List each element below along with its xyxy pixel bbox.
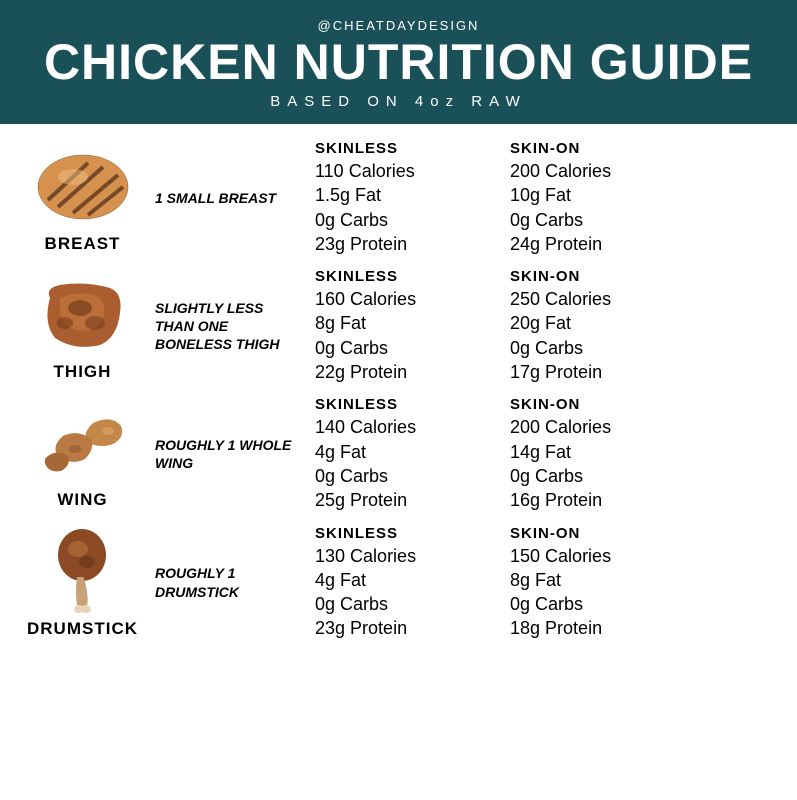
protein-line: 18g Protein	[510, 616, 690, 640]
skin-on-header: SKIN-ON	[510, 396, 690, 413]
content-area: BREAST 1 SMALL BREAST SKINLESS 110 Calor…	[0, 124, 797, 657]
protein-line: 16g Protein	[510, 488, 690, 512]
skinless-col: SKINLESS 110 Calories 1.5g Fat 0g Carbs …	[310, 140, 495, 256]
drumstick-icon	[33, 527, 133, 617]
skinless-col: SKINLESS 160 Calories 8g Fat 0g Carbs 22…	[310, 268, 495, 384]
protein-line: 24g Protein	[510, 232, 690, 256]
calories-line: 140 Calories	[315, 415, 495, 439]
image-col: DRUMSTICK	[20, 527, 145, 639]
page-title: CHICKEN NUTRITION GUIDE	[10, 37, 787, 87]
protein-line: 25g Protein	[315, 488, 495, 512]
fat-line: 8g Fat	[315, 311, 495, 335]
fat-line: 8g Fat	[510, 568, 690, 592]
calories-line: 130 Calories	[315, 544, 495, 568]
calories-line: 110 Calories	[315, 159, 495, 183]
carbs-line: 0g Carbs	[510, 208, 690, 232]
image-col: THIGH	[20, 270, 145, 382]
calories-line: 250 Calories	[510, 287, 690, 311]
skinless-col: SKINLESS 130 Calories 4g Fat 0g Carbs 23…	[310, 525, 495, 641]
carbs-line: 0g Carbs	[315, 336, 495, 360]
cut-label: DRUMSTICK	[20, 619, 145, 639]
fat-line: 10g Fat	[510, 183, 690, 207]
subtitle-text: BASED ON 4oz RAW	[10, 93, 787, 110]
cut-label: BREAST	[20, 234, 145, 254]
row-thigh: THIGH SLIGHTLY LESS THAN ONE BONELESS TH…	[20, 262, 777, 390]
fat-line: 4g Fat	[315, 440, 495, 464]
cut-label: WING	[20, 490, 145, 510]
skin-on-header: SKIN-ON	[510, 140, 690, 157]
carbs-line: 0g Carbs	[510, 336, 690, 360]
calories-line: 200 Calories	[510, 159, 690, 183]
header: @CHEATDAYDESIGN CHICKEN NUTRITION GUIDE …	[0, 0, 797, 124]
row-breast: BREAST 1 SMALL BREAST SKINLESS 110 Calor…	[20, 134, 777, 262]
skin-on-header: SKIN-ON	[510, 525, 690, 542]
breast-icon	[33, 142, 133, 232]
note-text: ROUGHLY 1 DRUMSTICK	[155, 564, 300, 600]
cut-label: THIGH	[20, 362, 145, 382]
skinless-header: SKINLESS	[315, 525, 495, 542]
carbs-line: 0g Carbs	[510, 592, 690, 616]
carbs-line: 0g Carbs	[315, 592, 495, 616]
skin-on-col: SKIN-ON 250 Calories 20g Fat 0g Carbs 17…	[505, 268, 690, 384]
wing-icon	[33, 398, 133, 488]
calories-line: 150 Calories	[510, 544, 690, 568]
note-text: SLIGHTLY LESS THAN ONE BONELESS THIGH	[155, 299, 300, 354]
skinless-header: SKINLESS	[315, 396, 495, 413]
protein-line: 22g Protein	[315, 360, 495, 384]
image-col: BREAST	[20, 142, 145, 254]
row-wing: WING ROUGHLY 1 WHOLE WING SKINLESS 140 C…	[20, 390, 777, 518]
fat-line: 1.5g Fat	[315, 183, 495, 207]
note-text: 1 SMALL BREAST	[155, 189, 300, 207]
fat-line: 4g Fat	[315, 568, 495, 592]
skinless-header: SKINLESS	[315, 268, 495, 285]
thigh-icon	[33, 270, 133, 360]
fat-line: 14g Fat	[510, 440, 690, 464]
carbs-line: 0g Carbs	[315, 464, 495, 488]
skin-on-col: SKIN-ON 150 Calories 8g Fat 0g Carbs 18g…	[505, 525, 690, 641]
skin-on-col: SKIN-ON 200 Calories 14g Fat 0g Carbs 16…	[505, 396, 690, 512]
row-drumstick: DRUMSTICK ROUGHLY 1 DRUMSTICK SKINLESS 1…	[20, 519, 777, 647]
calories-line: 160 Calories	[315, 287, 495, 311]
handle-text: @CHEATDAYDESIGN	[10, 18, 787, 33]
carbs-line: 0g Carbs	[315, 208, 495, 232]
protein-line: 23g Protein	[315, 616, 495, 640]
protein-line: 23g Protein	[315, 232, 495, 256]
carbs-line: 0g Carbs	[510, 464, 690, 488]
skin-on-col: SKIN-ON 200 Calories 10g Fat 0g Carbs 24…	[505, 140, 690, 256]
note-text: ROUGHLY 1 WHOLE WING	[155, 436, 300, 472]
image-col: WING	[20, 398, 145, 510]
skinless-header: SKINLESS	[315, 140, 495, 157]
skin-on-header: SKIN-ON	[510, 268, 690, 285]
calories-line: 200 Calories	[510, 415, 690, 439]
fat-line: 20g Fat	[510, 311, 690, 335]
skinless-col: SKINLESS 140 Calories 4g Fat 0g Carbs 25…	[310, 396, 495, 512]
protein-line: 17g Protein	[510, 360, 690, 384]
